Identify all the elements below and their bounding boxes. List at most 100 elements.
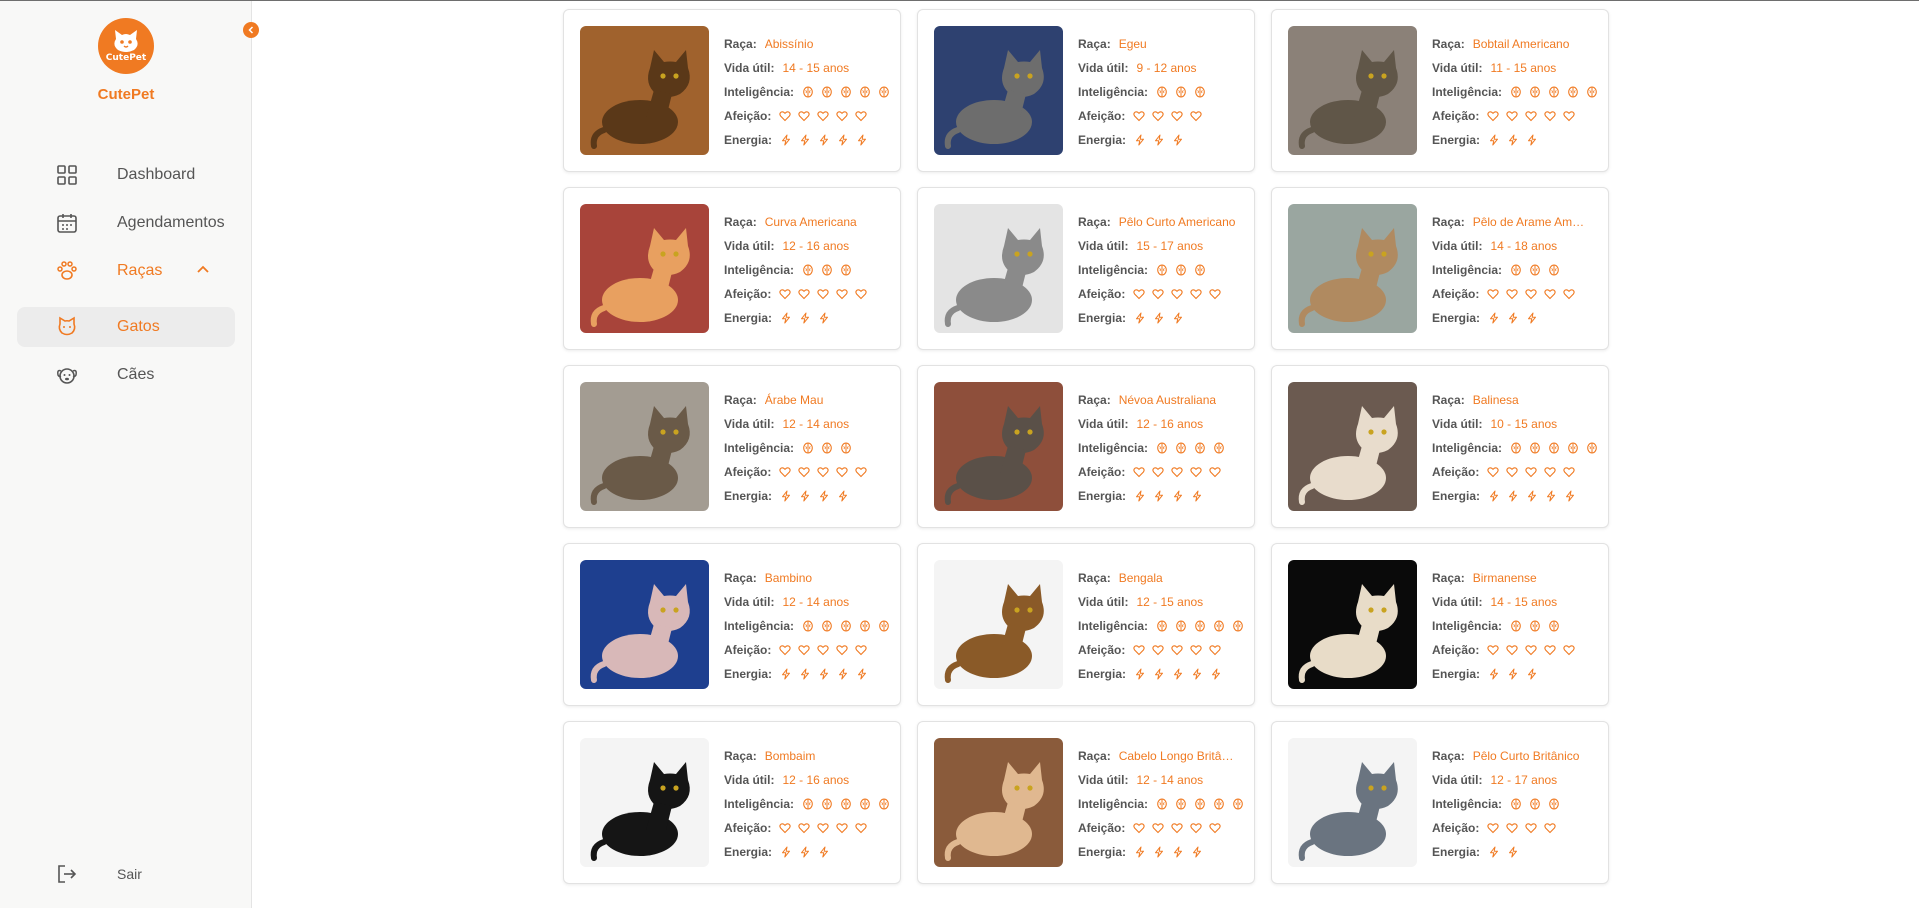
intelligence-rating [802,798,897,810]
breed-card[interactable]: Raça: Curva Americana Vida útil: 12 - 16 an… [563,187,901,350]
logout-button[interactable]: Sair [17,854,235,894]
breed-card[interactable]: Raça: Birmanense Vida útil: 14 - 15 anos Int… [1271,543,1609,706]
breed-card[interactable]: Raça: Cabelo Longo Britânico Vida útil: 12 … [917,721,1255,884]
sidebar-item-agendamentos[interactable]: Agendamentos [17,203,235,243]
breed-lifespan-row: Vida útil: 12 - 14 anos [724,590,900,614]
lightning-icon [1193,490,1202,502]
heart-icon [1525,111,1537,122]
affection-rating [779,288,874,300]
affection-rating-label: Afeição: [1078,465,1126,479]
lightning-icon [1193,668,1202,680]
cat-silhouette [934,560,1063,689]
breed-name-label: Raça: [724,215,757,229]
lightning-icon [1174,846,1183,858]
intelligence-rating-label: Inteligência: [724,85,795,99]
breed-lifespan-label: Vida útil: [1432,417,1483,431]
breed-lifespan-value: 11 - 15 anos [1490,61,1557,75]
intelligence-rating [1156,86,1213,98]
breed-card[interactable]: Raça: Pêlo Curto Britânico Vida útil: 12 - … [1271,721,1609,884]
breed-lifespan-row: Vida útil: 12 - 16 anos [1078,412,1254,436]
breed-name-value: Pêlo Curto Britânico [1472,749,1580,763]
breed-card[interactable]: Raça: Pêlo de Arame Americano Vida útil: 14… [1271,187,1609,350]
sidebar-item-dashboard[interactable]: Dashboard [17,155,235,195]
affection-rating-row: Afeição: [1432,104,1608,128]
heart-icon [1209,467,1221,478]
breed-name-value: Árabe Mau [764,393,824,407]
heart-icon [798,289,810,300]
heart-icon [1133,645,1145,656]
lightning-icon [1490,668,1499,680]
breed-card[interactable]: Raça: Bombaim Vida útil: 12 - 16 anos Inteli… [563,721,901,884]
logout-label: Sair [117,866,142,882]
intelligence-rating [1510,264,1567,276]
energy-rating-label: Energia: [1432,133,1481,147]
heart-icon [1544,467,1556,478]
lightning-icon [782,846,791,858]
brain-icon [1511,86,1521,98]
intelligence-rating-row: Inteligência: [1078,436,1254,460]
breed-info: Raça: Pêlo de Arame Americano Vida útil: 14… [1432,210,1608,330]
chevron-up-icon[interactable] [196,264,210,274]
breed-info: Raça: Bambino Vida útil: 12 - 14 anos Inteli… [724,566,900,686]
heart-icon [1190,289,1202,300]
intelligence-rating [1156,264,1213,276]
lightning-icon [820,846,829,858]
lightning-icon [1528,490,1537,502]
sidebar-item-caes[interactable]: Cães [17,355,235,395]
brain-icon [1157,264,1167,276]
lightning-icon [820,490,829,502]
heart-icon [1190,645,1202,656]
breed-card[interactable]: Raça: Árabe Mau Vida útil: 12 - 14 anos Inte… [563,365,901,528]
breed-info: Raça: Bobtail Americano Vida útil: 11 - 15 … [1432,32,1608,152]
heart-icon [1487,823,1499,834]
affection-rating [1133,288,1228,300]
affection-rating [1487,288,1582,300]
intelligence-rating-row: Inteligência: [724,436,900,460]
brain-icon [822,442,832,454]
intelligence-rating-row: Inteligência: [724,792,900,816]
breed-lifespan-row: Vida útil: 12 - 17 anos [1432,768,1608,792]
collapse-sidebar-button[interactable] [243,22,259,38]
breed-card[interactable]: Raça: Bengala Vida útil: 12 - 15 anos Inteli… [917,543,1255,706]
affection-rating-label: Afeição: [1078,109,1126,123]
breed-card[interactable]: Raça: Abissínio Vida útil: 14 - 15 anos Inte… [563,9,901,172]
breed-name-value: Egeu [1118,37,1147,51]
breed-photo [934,738,1063,867]
heart-icon [1487,645,1499,656]
breed-card[interactable]: Raça: Pêlo Curto Americano Vida útil: 15 - … [917,187,1255,350]
breed-card[interactable]: Raça: Névoa Australiana Vida útil: 12 - 16 … [917,365,1255,528]
affection-rating-row: Afeição: [1078,460,1254,484]
heart-icon [1563,111,1575,122]
lightning-icon [1490,846,1499,858]
breed-lifespan-value: 12 - 17 anos [1490,773,1558,787]
brain-icon [1549,798,1559,810]
breed-card[interactable]: Raça: Egeu Vida útil: 9 - 12 anos Inteligênc… [917,9,1255,172]
breed-card[interactable]: Raça: Bobtail Americano Vida útil: 11 - 15 … [1271,9,1609,172]
sidebar-item-gatos[interactable]: Gatos [17,307,235,347]
intelligence-rating [802,264,859,276]
breed-info: Raça: Árabe Mau Vida útil: 12 - 14 anos Inte… [724,388,900,508]
breed-lifespan-row: Vida útil: 9 - 12 anos [1078,56,1254,80]
sidebar-item-racas[interactable]: Raças [17,251,235,291]
breed-lifespan-row: Vida útil: 12 - 15 anos [1078,590,1254,614]
heart-icon [1133,111,1145,122]
breed-card[interactable]: Raça: Balinesa Vida útil: 10 - 15 anos Intel… [1271,365,1609,528]
brain-icon [1157,442,1167,454]
energy-rating-label: Energia: [724,667,773,681]
grid-icon [57,165,77,185]
breed-photo [580,738,709,867]
breed-name-value: Pêlo de Arame Americano [1472,215,1591,229]
cat-silhouette [1288,204,1417,333]
lightning-icon [1490,312,1499,324]
breed-lifespan-label: Vida útil: [724,773,775,787]
lightning-icon [1509,490,1518,502]
breed-name-label: Raça: [1078,571,1111,585]
cat-silhouette [580,738,709,867]
breed-name-row: Raça: Bambino [724,566,900,590]
breed-card[interactable]: Raça: Bambino Vida útil: 12 - 14 anos Inteli… [563,543,901,706]
affection-rating-label: Afeição: [1078,287,1126,301]
heart-icon [1506,289,1518,300]
window-top-border [0,0,1919,1]
breed-info: Raça: Cabelo Longo Britânico Vida útil: 12 … [1078,744,1254,864]
breed-lifespan-value: 12 - 14 anos [782,417,850,431]
